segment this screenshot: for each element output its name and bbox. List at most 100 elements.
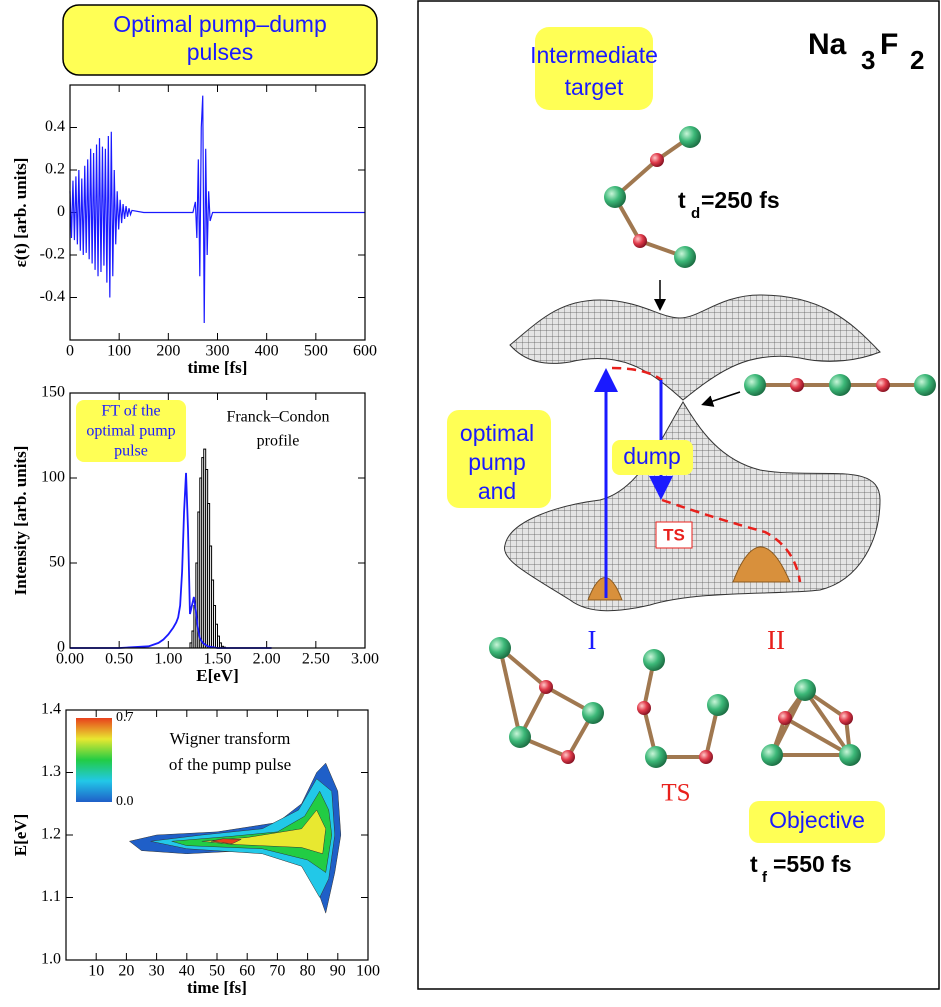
y-axis-label: Intensity [arb. units] <box>11 446 30 596</box>
x-tick-label: 100 <box>107 343 131 360</box>
label: pump <box>468 449 526 475</box>
colorbar-label: 0.7 <box>116 710 134 725</box>
label: d <box>691 205 700 222</box>
label: =550 fs <box>773 851 852 877</box>
atoms <box>489 637 861 768</box>
label: target <box>565 74 624 100</box>
y-tick-label: 0 <box>57 203 65 220</box>
label: and <box>478 478 516 504</box>
atom <box>744 374 766 396</box>
atom <box>914 374 936 396</box>
label: optimal <box>460 420 534 446</box>
title-box <box>62 4 378 76</box>
surface <box>504 401 881 612</box>
left-panel: Optimal pump–dump pulses 0 100 200 300 400 50… <box>11 4 380 997</box>
chart-title: Optimal pump–dump <box>113 11 327 37</box>
label: Intermediate <box>530 42 658 68</box>
label: f <box>762 869 768 886</box>
x-tick-label: 300 <box>206 343 230 360</box>
plot-frame <box>69 392 366 649</box>
annotation: Franck–Condon <box>226 409 329 426</box>
x-tick-label: 60 <box>239 963 255 980</box>
x-tick-label: 0 <box>66 343 74 360</box>
colorbar <box>76 718 112 802</box>
annotation: of the pump pulse <box>169 755 291 774</box>
chart-title: pulses <box>187 39 253 65</box>
x-tick-label: 0.50 <box>105 651 133 668</box>
x-axis-label: time [fs] <box>187 978 247 997</box>
x-tick-label: 40 <box>179 963 195 980</box>
formula: F <box>880 28 898 61</box>
atom <box>876 378 890 392</box>
x-tick-label: 70 <box>269 963 285 980</box>
label-box <box>447 410 551 508</box>
arrow <box>701 391 741 407</box>
atom <box>650 153 664 167</box>
y-tick-label: 0.4 <box>45 118 65 135</box>
atom <box>829 374 851 396</box>
label: =250 fs <box>701 187 780 213</box>
annotation: Wigner transform <box>170 729 291 748</box>
label: TS <box>663 525 685 544</box>
y-tick-label: -0.4 <box>40 288 65 305</box>
x-tick-label: 1.00 <box>154 651 182 668</box>
atom <box>679 126 701 148</box>
label: Objective <box>769 807 865 833</box>
y-tick-label: 1.2 <box>41 826 61 843</box>
label: I <box>588 625 597 655</box>
annotation: pulse <box>114 443 148 460</box>
x-tick-label: 20 <box>118 963 134 980</box>
annotation: FT of the <box>101 403 160 420</box>
plot-frame <box>69 84 366 341</box>
y-tick-label: 0.2 <box>45 161 65 178</box>
right-panel: Na 3 F 2 Intermediate target t d =250 fs… <box>417 0 940 990</box>
y-tick-label: 150 <box>41 384 65 401</box>
atom <box>790 378 804 392</box>
signal-line <box>69 95 365 324</box>
y-tick-label: -0.2 <box>40 246 65 263</box>
x-tick-label: 600 <box>353 343 377 360</box>
x-tick-label: 100 <box>356 963 380 980</box>
annotation-box <box>76 400 186 462</box>
label: II <box>767 625 785 655</box>
atom <box>633 234 647 248</box>
surface <box>509 294 881 401</box>
x-tick-label: 0.00 <box>56 651 84 668</box>
y-tick-label: 100 <box>41 469 65 486</box>
x-tick-label: 400 <box>255 343 279 360</box>
x-tick-label: 10 <box>88 963 104 980</box>
label: t <box>678 187 686 213</box>
plot-frame <box>65 709 369 961</box>
y-tick-label: 1.4 <box>41 701 61 718</box>
label-box <box>535 27 653 110</box>
x-tick-label: 2.50 <box>302 651 330 668</box>
label-box <box>612 440 693 475</box>
annotation: optimal pump <box>86 423 175 440</box>
y-tick-label: 1.1 <box>41 888 61 905</box>
y-tick-label: 1.0 <box>41 951 61 968</box>
y-axis-label: E[eV] <box>11 814 30 856</box>
x-axis-label: E[eV] <box>196 666 238 685</box>
label-box <box>749 801 885 843</box>
annotation: profile <box>257 433 300 450</box>
formula: 2 <box>910 45 924 75</box>
x-tick-label: 30 <box>149 963 165 980</box>
x-tick-label: 2.00 <box>253 651 281 668</box>
contour-band <box>210 838 242 845</box>
label-box <box>655 521 693 549</box>
label: dump <box>623 443 681 469</box>
x-tick-label: 1.50 <box>204 651 232 668</box>
atom <box>604 186 626 208</box>
formula: Na <box>808 28 847 61</box>
x-tick-label: 500 <box>304 343 328 360</box>
y-tick-label: 0 <box>57 639 65 656</box>
y-tick-label: 1.3 <box>41 763 61 780</box>
x-axis-label: time [fs] <box>188 358 248 377</box>
colorbar-label: 0.0 <box>116 794 134 809</box>
label: TS <box>661 780 690 807</box>
y-axis-label: ε(t) [arb. units] <box>11 158 30 268</box>
label: t <box>750 851 758 877</box>
x-tick-label: 200 <box>156 343 180 360</box>
ft-line <box>70 472 272 649</box>
x-tick-label: 50 <box>209 963 225 980</box>
